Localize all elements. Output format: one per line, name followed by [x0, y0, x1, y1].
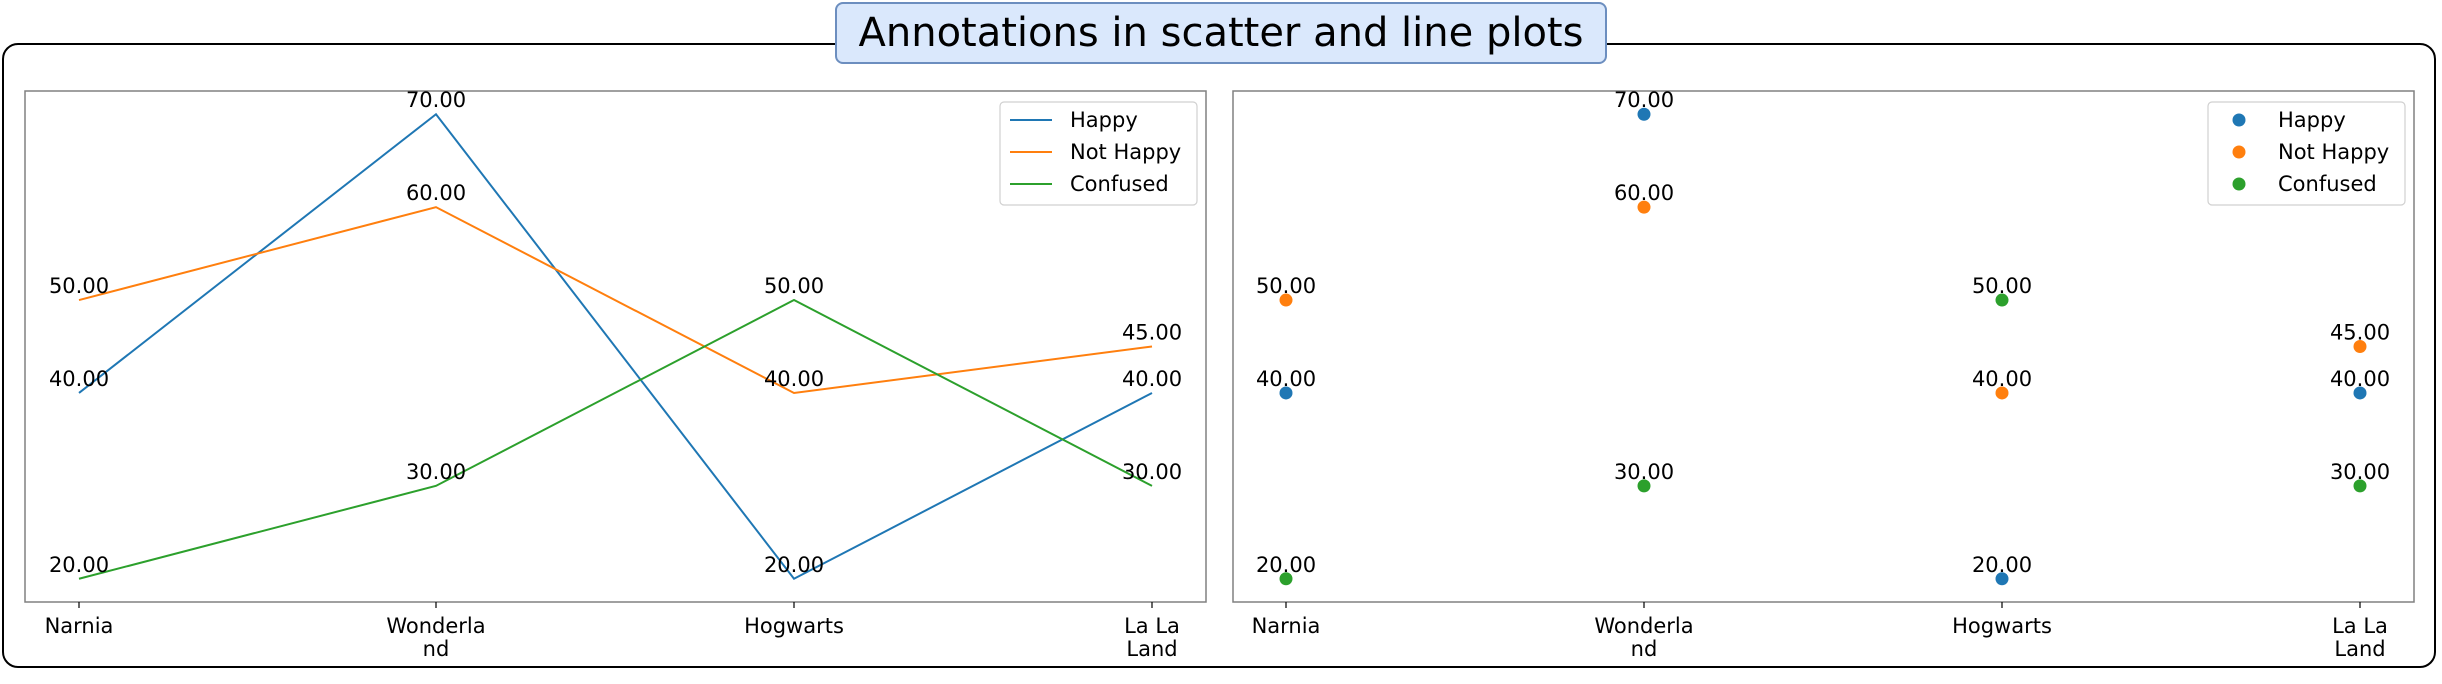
point-happy: [1995, 572, 2009, 586]
chart-title: Annotations in scatter and line plots: [835, 2, 1607, 64]
data-label-happy: 40.00: [1256, 367, 1316, 391]
data-label-happy: 40.00: [2330, 367, 2390, 391]
plot-area: [1232, 90, 2415, 603]
series-line-not-happy: [78, 206, 1153, 394]
point-not-happy: [1637, 200, 1651, 214]
series-line-happy: [78, 112, 1153, 581]
legend-label-not-happy: Not Happy: [2278, 140, 2389, 164]
x-tick-label-hogwarts: Hogwarts: [1952, 614, 2052, 638]
data-label-not-happy: 50.00: [1256, 274, 1316, 298]
data-label-happy: 20.00: [1972, 553, 2032, 577]
data-label-confused: 20.00: [49, 553, 109, 577]
data-label-not-happy: 45.00: [2330, 321, 2390, 345]
series-line-confused: [78, 298, 1153, 580]
data-label-happy: 70.00: [1614, 88, 1674, 112]
data-label-not-happy: 60.00: [1614, 181, 1674, 205]
data-label-confused: 50.00: [1972, 274, 2032, 298]
data-label-confused: 20.00: [1256, 553, 1316, 577]
data-label-not-happy: 50.00: [49, 274, 109, 298]
data-label-not-happy: 60.00: [406, 181, 466, 205]
point-confused: [1995, 293, 2009, 307]
legend-swatch-confused: [2232, 177, 2246, 191]
data-label-confused: 30.00: [2330, 460, 2390, 484]
data-label-not-happy: 40.00: [1972, 367, 2032, 391]
legend-label-confused: Confused: [1070, 172, 1169, 196]
x-tick-label-la-la-land: La La: [1124, 614, 1180, 638]
plot-area: [24, 90, 1207, 603]
point-not-happy: [2353, 340, 2367, 353]
point-happy: [1279, 386, 1293, 400]
data-label-happy: 40.00: [49, 367, 109, 391]
legend: [999, 101, 1198, 206]
x-tick-label-narnia: Narnia: [45, 614, 114, 638]
point-confused: [1279, 572, 1293, 586]
data-label-happy: 40.00: [1122, 367, 1182, 391]
x-tick-label-hogwarts: Hogwarts: [744, 614, 844, 638]
x-tick-label-narnia: Narnia: [1252, 614, 1321, 638]
data-label-not-happy: 45.00: [1122, 321, 1182, 345]
legend-label-happy: Happy: [2278, 108, 2346, 132]
point-happy: [1637, 107, 1651, 121]
x-tick-label-wonderland: Wonderla: [386, 614, 485, 638]
legend-label-confused: Confused: [2278, 172, 2377, 196]
point-not-happy: [1995, 386, 2009, 400]
legend-label-not-happy: Not Happy: [1070, 140, 1181, 164]
point-happy: [2353, 386, 2367, 400]
x-tick-label-wonderland: nd: [1631, 637, 1658, 661]
legend: [2207, 101, 2406, 206]
data-label-confused: 50.00: [764, 274, 824, 298]
x-tick-label-la-la-land: Land: [1126, 637, 1177, 661]
data-label-confused: 30.00: [406, 460, 466, 484]
data-label-confused: 30.00: [1122, 460, 1182, 484]
legend-swatch-happy: [2232, 113, 2246, 127]
data-label-not-happy: 40.00: [764, 367, 824, 391]
data-label-happy: 70.00: [406, 88, 466, 112]
point-confused: [2353, 479, 2367, 493]
point-confused: [1637, 479, 1651, 493]
legend-swatch-not-happy: [2232, 145, 2246, 159]
x-tick-label-wonderland: nd: [423, 637, 450, 661]
legend-label-happy: Happy: [1070, 108, 1138, 132]
point-not-happy: [1279, 293, 1293, 307]
data-label-happy: 20.00: [764, 553, 824, 577]
x-tick-label-wonderland: Wonderla: [1594, 614, 1693, 638]
x-tick-label-la-la-land: Land: [2334, 637, 2385, 661]
x-tick-label-la-la-land: La La: [2332, 614, 2388, 638]
data-label-confused: 30.00: [1614, 460, 1674, 484]
